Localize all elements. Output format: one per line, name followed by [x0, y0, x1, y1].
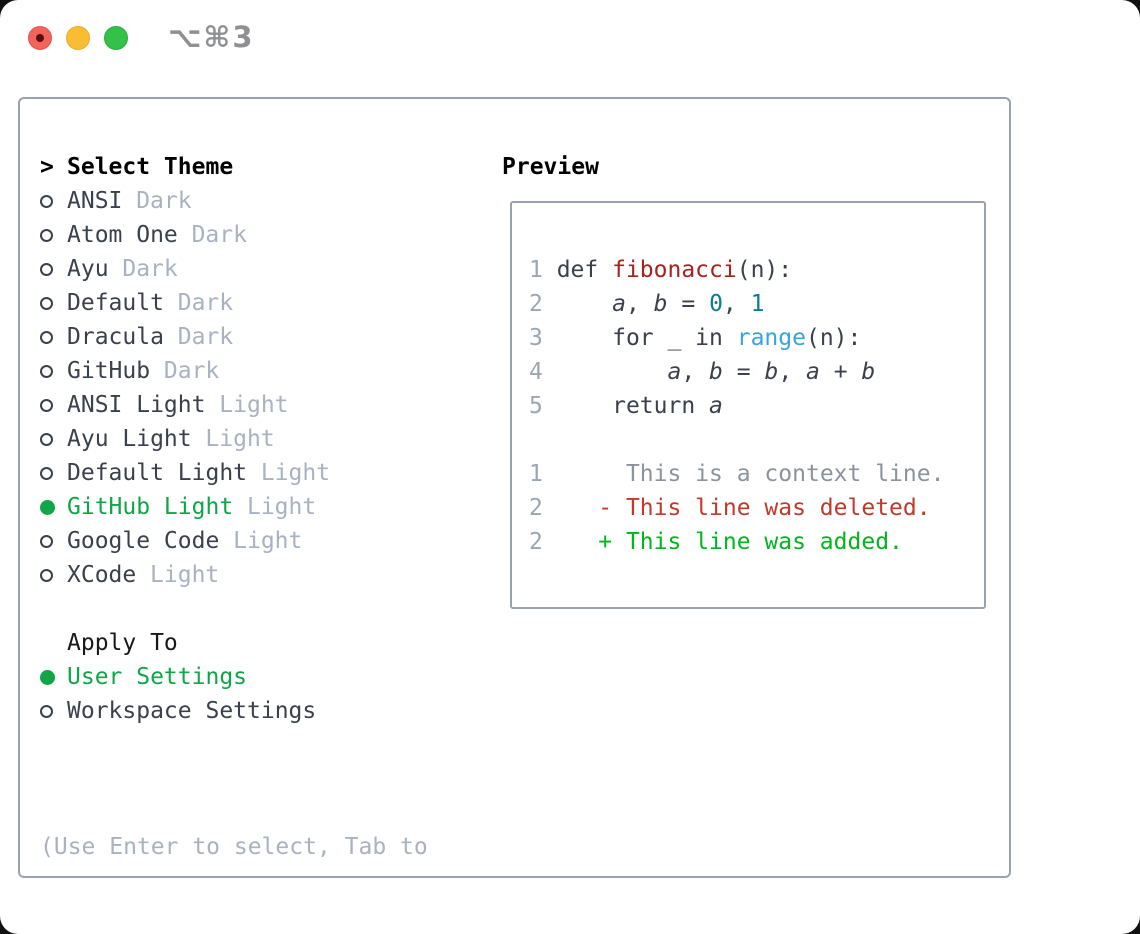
option-label: GitHub Light — [67, 494, 234, 520]
radio-icon — [40, 499, 55, 515]
theme-option-google-code[interactable]: Google Code Light — [40, 524, 330, 558]
marker-cell — [40, 704, 67, 718]
radio-icon — [40, 194, 53, 208]
code-line: 1 This is a context line. — [529, 461, 945, 487]
option-label: Ayu Light — [67, 426, 192, 452]
option-label: Google Code — [67, 528, 220, 554]
zoom-button[interactable] — [104, 26, 128, 50]
keyboard-hint: (Use Enter to select, Tab to change focu… — [40, 762, 428, 934]
option-variant-label: Dark — [122, 256, 178, 282]
radio-icon — [40, 466, 53, 480]
marker-cell — [40, 296, 67, 310]
option-label: Ayu — [67, 256, 109, 282]
radio-icon — [40, 262, 53, 276]
radio-icon — [40, 228, 53, 242]
marker-cell — [40, 262, 67, 276]
radio-icon — [40, 398, 53, 412]
option-variant-label: Light — [260, 460, 331, 486]
option-variant-label: Dark — [191, 222, 247, 248]
option-label: ANSI — [67, 188, 123, 214]
option-label: Workspace Settings — [67, 698, 317, 724]
apply-to-section: Apply To User Settings Workspace Setting… — [40, 626, 316, 728]
option-label: Dracula — [67, 324, 164, 350]
apply-option-user-settings[interactable]: User Settings — [40, 660, 316, 694]
option-variant-label: Dark — [177, 324, 234, 350]
radio-icon — [40, 669, 55, 685]
marker-cell — [40, 669, 67, 685]
theme-picker-panel: > Select Theme ANSI Dark Atom One Dark A… — [18, 97, 1011, 878]
theme-list-header: > Select Theme — [40, 150, 330, 184]
radio-icon — [40, 704, 53, 718]
theme-option-github[interactable]: GitHub Dark — [40, 354, 330, 388]
option-variant-label: Light — [205, 426, 275, 452]
apply-to-header: Apply To — [40, 626, 316, 660]
minimize-button[interactable] — [66, 26, 90, 50]
theme-option-default[interactable]: Default Dark — [40, 286, 330, 320]
close-button[interactable] — [28, 26, 52, 50]
code-line: 2 - This line was deleted. — [529, 495, 931, 521]
radio-icon — [40, 432, 53, 446]
marker-cell — [40, 432, 67, 446]
option-label: Default Light — [67, 460, 248, 486]
theme-option-ayu[interactable]: Ayu Dark — [40, 252, 330, 286]
marker-cell — [40, 364, 67, 378]
preview-title: Preview — [502, 154, 599, 180]
radio-icon — [40, 296, 53, 310]
code-line: 3 for _ in range(n): — [529, 325, 862, 351]
apply-to-title: Apply To — [67, 630, 178, 656]
theme-list: > Select Theme ANSI Dark Atom One Dark A… — [40, 150, 330, 592]
option-variant-label: Light — [150, 562, 220, 588]
theme-option-ansi[interactable]: ANSI Dark — [40, 184, 330, 218]
theme-option-xcode[interactable]: XCode Light — [40, 558, 330, 592]
marker-cell — [40, 228, 67, 242]
code-line: 2 a, b = 0, 1 — [529, 291, 765, 317]
marker-cell — [40, 398, 67, 412]
marker-cell — [40, 466, 67, 480]
option-label: GitHub — [67, 358, 151, 384]
hint-line-1: (Use Enter to select, Tab to — [40, 834, 428, 860]
option-variant-label: Dark — [177, 290, 234, 316]
theme-option-ayu-light[interactable]: Ayu Light Light — [40, 422, 330, 456]
radio-icon — [40, 364, 53, 378]
cursor-icon: > — [40, 154, 54, 180]
option-variant-label: Light — [233, 528, 303, 554]
preview-pane: 1 def fibonacci(n): 2 a, b = 0, 1 3 for _ … — [510, 201, 986, 609]
code-line: 4 a, b = b, a + b — [529, 359, 876, 385]
option-label: User Settings — [67, 664, 248, 690]
option-label: ANSI Light — [67, 392, 206, 418]
option-variant-label: Dark — [163, 358, 220, 384]
radio-icon — [40, 330, 53, 344]
apply-option-workspace-settings[interactable]: Workspace Settings — [40, 694, 316, 728]
option-label: Atom One — [67, 222, 178, 248]
option-variant-label: Dark — [136, 188, 192, 214]
option-variant-label: Light — [246, 494, 317, 520]
option-variant-label: Light — [219, 392, 289, 418]
theme-option-dracula[interactable]: Dracula Dark — [40, 320, 330, 354]
marker-cell — [40, 194, 67, 208]
marker-cell — [40, 534, 67, 548]
marker-cell — [40, 330, 67, 344]
radio-icon — [40, 534, 53, 548]
code-line: 1 def fibonacci(n): — [529, 257, 793, 283]
theme-option-ansi-light[interactable]: ANSI Light Light — [40, 388, 330, 422]
window-shortcut-label: ⌥⌘3 — [168, 20, 255, 54]
theme-option-default-light[interactable]: Default Light Light — [40, 456, 330, 490]
radio-icon — [40, 568, 53, 582]
marker-cell — [40, 499, 67, 515]
title-bar: ⌥⌘3 — [0, 0, 1140, 74]
code-line: 2 + This line was added. — [529, 529, 903, 555]
code-line — [529, 423, 984, 457]
theme-list-title: Select Theme — [67, 154, 234, 180]
theme-option-github-light[interactable]: GitHub Light Light — [40, 490, 330, 524]
option-label: Default — [67, 290, 164, 316]
option-label: XCode — [67, 562, 137, 588]
marker-cell — [40, 568, 67, 582]
theme-option-atom-one[interactable]: Atom One Dark — [40, 218, 330, 252]
code-line: 5 return a — [529, 393, 723, 419]
